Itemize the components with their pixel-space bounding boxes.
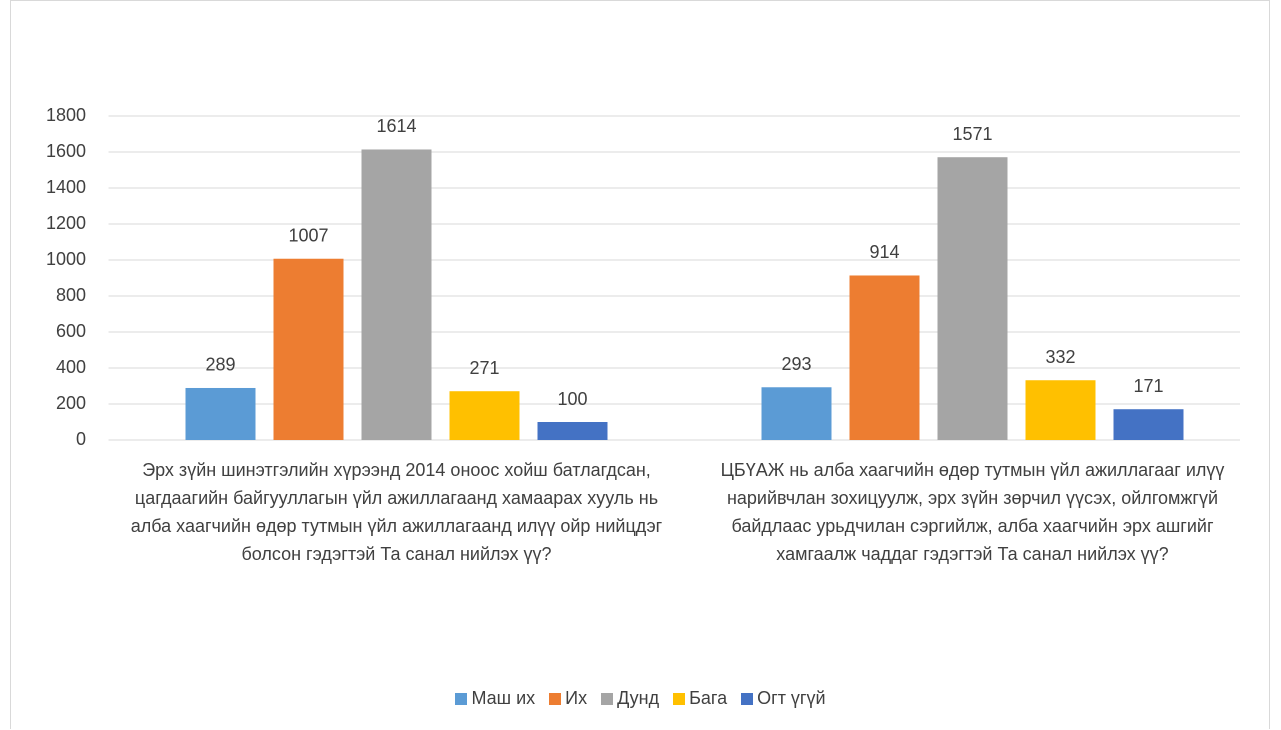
bar	[361, 149, 432, 441]
y-tick-label: 1200	[46, 213, 86, 233]
legend-item: Огт үгүй	[741, 688, 826, 709]
legend-item: Их	[549, 688, 587, 709]
bar	[937, 157, 1008, 440]
legend-label: Бага	[689, 688, 728, 708]
y-tick-label: 1400	[46, 177, 86, 197]
y-tick-label: 1000	[46, 249, 86, 269]
bar	[1025, 380, 1096, 440]
data-label: 332	[1045, 347, 1075, 367]
y-tick-label: 600	[56, 321, 86, 341]
y-tick-label: 1800	[46, 105, 86, 125]
data-label: 1614	[376, 116, 416, 136]
bar	[537, 422, 608, 440]
data-label: 1571	[952, 124, 992, 144]
y-tick-label: 800	[56, 285, 86, 305]
bar	[761, 387, 832, 440]
y-tick-label: 0	[76, 429, 86, 449]
legend-swatch	[601, 692, 614, 705]
data-label: 1007	[288, 225, 328, 245]
x-tick-label: Эрх зүйн шинэтгэлийн хүрээнд 2014 оноос …	[130, 460, 663, 564]
chart-frame	[10, 0, 1270, 729]
data-label: 271	[469, 358, 499, 378]
x-tick-label: ЦБҮАЖ нь алба хаагчийн өдөр тутмын үйл а…	[720, 460, 1225, 564]
legend-item: Дунд	[601, 688, 659, 709]
legend-swatch	[549, 692, 562, 705]
legend-label: Огт үгүй	[757, 688, 826, 708]
legend-item: Маш их	[455, 688, 535, 709]
legend: Маш их Их Дунд Бага Огт үгүй	[0, 688, 1281, 709]
y-tick-label: 400	[56, 357, 86, 377]
bar	[1113, 409, 1184, 440]
data-label: 171	[1133, 376, 1163, 396]
legend-label: Дунд	[617, 688, 660, 708]
bar	[849, 275, 920, 440]
legend-swatch	[455, 692, 468, 705]
legend-swatch	[673, 692, 686, 705]
legend-label: Маш их	[471, 688, 536, 708]
data-label: 914	[869, 242, 899, 262]
bar	[449, 391, 520, 440]
y-tick-label: 1600	[46, 141, 86, 161]
y-tick-label: 200	[56, 393, 86, 413]
bar	[273, 258, 344, 440]
legend-label: Их	[565, 688, 588, 708]
bar	[185, 387, 256, 440]
data-label: 289	[205, 355, 235, 375]
data-label: 100	[557, 389, 587, 409]
legend-item: Бага	[673, 688, 727, 709]
data-label: 293	[781, 354, 811, 374]
legend-swatch	[741, 692, 754, 705]
